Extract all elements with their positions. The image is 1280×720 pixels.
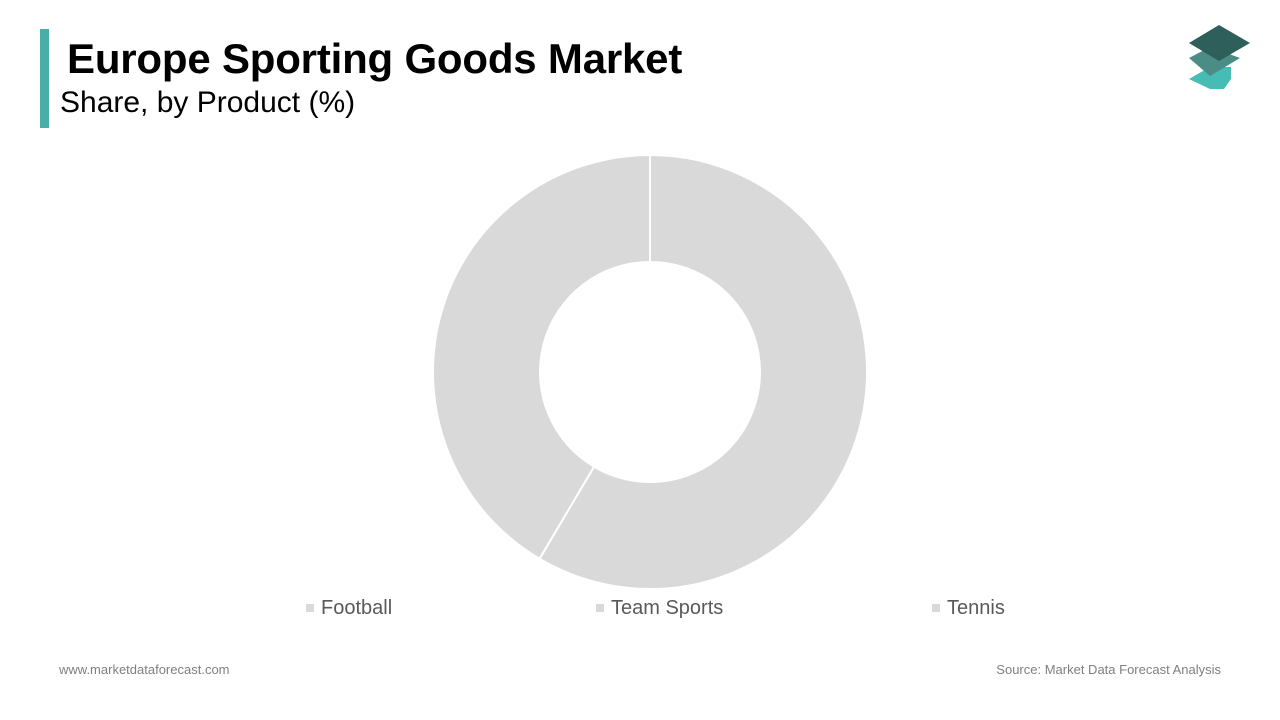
legend-swatch (306, 604, 314, 612)
legend-label: Team Sports (611, 596, 724, 619)
footer-website: www.marketdataforecast.com (59, 662, 230, 677)
legend-item-tennis: Tennis (932, 596, 1005, 620)
chart-subtitle: Share, by Product (%) (60, 86, 356, 119)
stacked-layers-icon (1189, 25, 1250, 89)
title-accent-bar (40, 29, 49, 128)
donut-slices (432, 153, 868, 590)
legend-item-team-sports: Team Sports (596, 596, 723, 620)
legend-label: Tennis (947, 596, 1005, 619)
donut-slice-football (538, 153, 868, 590)
logo-layer-bottom (1189, 67, 1231, 89)
logo-layer-top (1189, 25, 1250, 61)
legend-label: Football (321, 596, 393, 619)
donut-slice-team-sports (432, 153, 651, 561)
chart-title: Europe Sporting Goods Market (67, 35, 683, 82)
footer-source: Source: Market Data Forecast Analysis (996, 662, 1221, 677)
legend-item-football: Football (306, 596, 392, 620)
legend-swatch (932, 604, 940, 612)
legend-swatch (596, 604, 604, 612)
